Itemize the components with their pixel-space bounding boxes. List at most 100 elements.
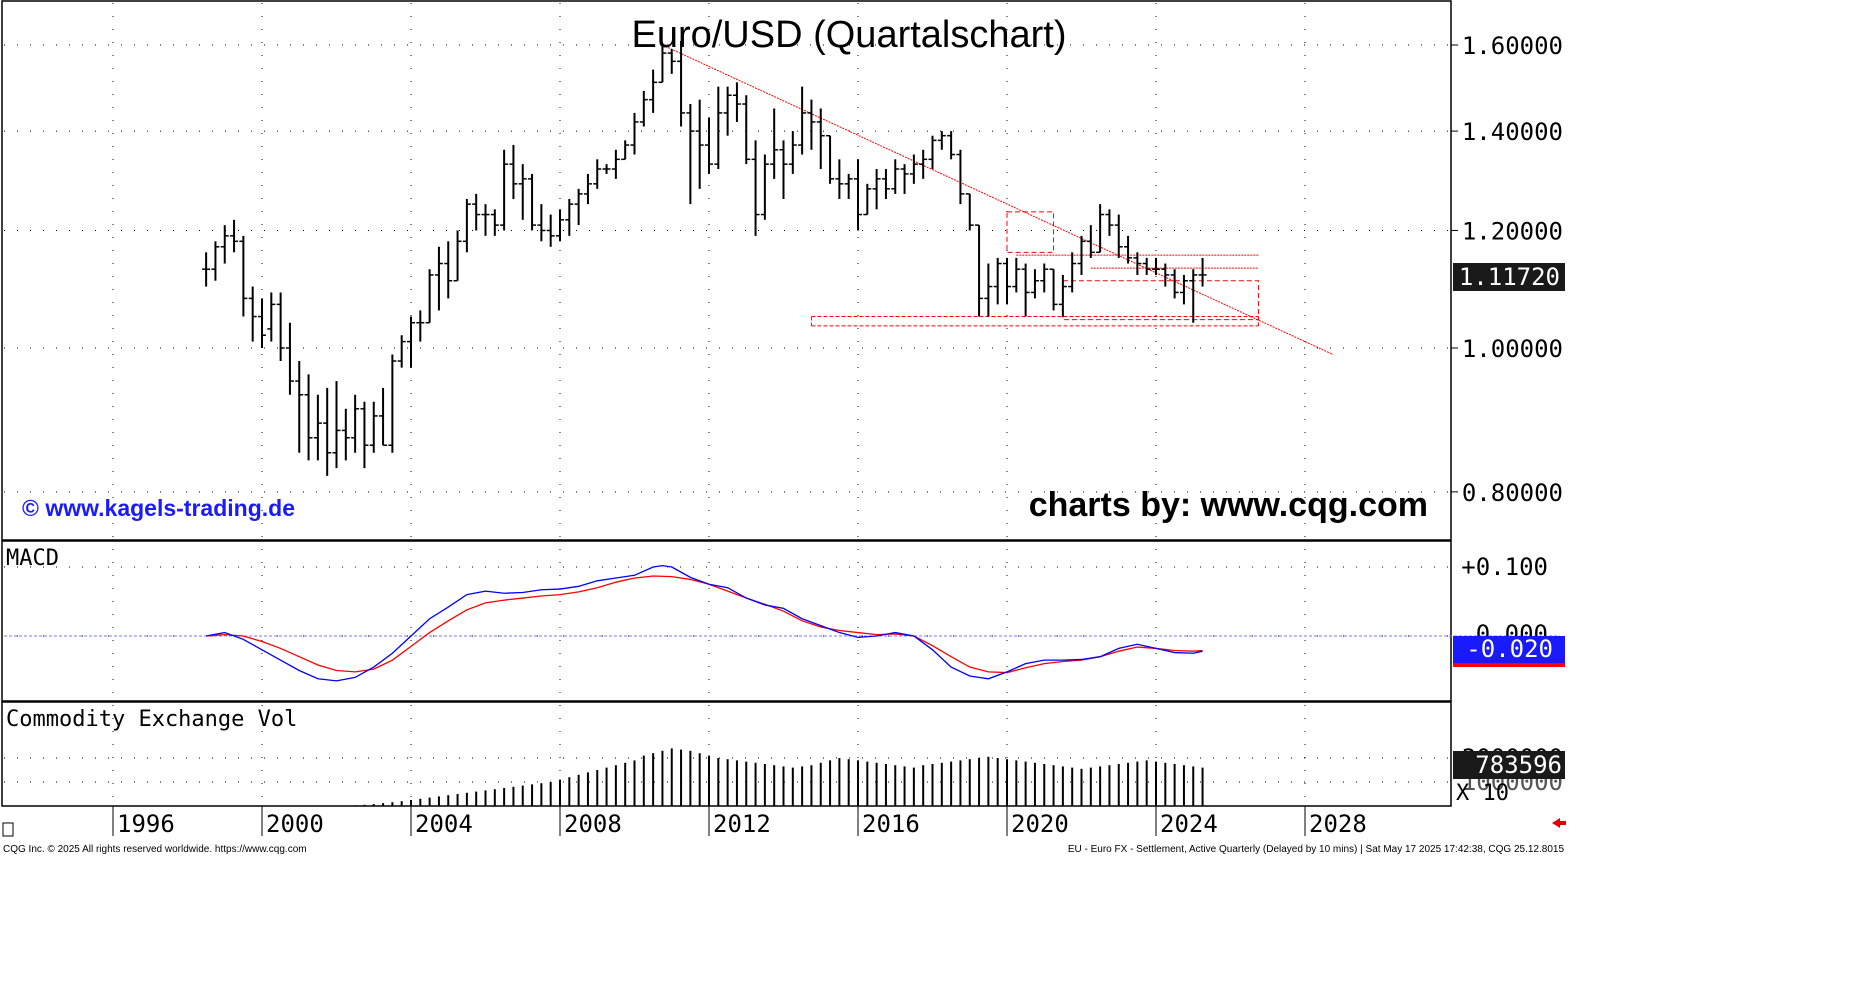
ohlc-bar: [1068, 252, 1077, 293]
price-tick-label: 1.60000: [1462, 32, 1563, 60]
ohlc-bar: [1133, 252, 1142, 275]
ohlc-bar: [267, 292, 276, 342]
volume-last-label: 783596: [1475, 751, 1562, 779]
ohlc-bar: [211, 241, 220, 281]
ohlc-bar: [434, 246, 443, 311]
ohlc-bar: [881, 169, 890, 200]
ohlc-bar: [332, 381, 341, 469]
watermark-left: © www.kagels-trading.de: [22, 495, 295, 521]
ohlc-bar: [854, 159, 862, 231]
price-panel-frame: [1, 0, 1452, 541]
ohlc-bar: [537, 204, 546, 242]
ohlc-bar: [304, 374, 313, 461]
price-tick-label: 1.40000: [1462, 118, 1563, 146]
x-tick-label: 2020: [1011, 810, 1069, 838]
footer-left: CQG Inc. © 2025 All rights reserved worl…: [3, 844, 307, 855]
ohlc-bar: [844, 173, 853, 200]
x-tick-label: 1996: [117, 810, 175, 838]
ohlc-bar: [462, 199, 471, 253]
ohlc-bar: [770, 108, 779, 179]
ohlc-bar: [276, 292, 285, 362]
ohlc-bar: [732, 82, 741, 122]
ohlc-bar: [285, 322, 294, 395]
ohlc-bar: [798, 86, 807, 155]
ohlc-bar: [528, 173, 537, 231]
ohlc-bar: [313, 394, 322, 461]
ohlc-bar: [220, 225, 229, 264]
volume-last-box: [1453, 751, 1565, 779]
ohlc-bar: [481, 204, 490, 236]
volume-bars: [214, 748, 1204, 806]
chart-canvas: 1996 2000 2004 2008 2012 2016 2020 2024 2028 1.60…: [1, 0, 1566, 855]
ohlc-bar: [1142, 257, 1151, 275]
ohlc-bar: [788, 131, 797, 174]
ohlc-bar: [742, 95, 751, 165]
macd-last-box: [1453, 636, 1565, 663]
footer-right: EU - Euro FX - Settlement, Active Quarte…: [1068, 844, 1565, 855]
macd-signal-box: [1453, 663, 1565, 667]
ohlc-bar: [341, 408, 350, 461]
ohlc-bar: [677, 40, 686, 127]
ohlc-bar: [248, 286, 257, 342]
ohlc-bar: [1161, 263, 1170, 287]
ohlc-bar: [658, 45, 667, 84]
ohlc-bar: [705, 117, 713, 174]
ohlc-bar: [723, 86, 732, 136]
ohlc-bar: [1198, 257, 1207, 287]
ohlc-bar: [351, 394, 360, 453]
ohlc-bar: [1086, 225, 1095, 258]
ohlc-bar: [1124, 235, 1133, 264]
x-tick-label: 2000: [266, 810, 324, 838]
ohlc-bar: [984, 263, 993, 317]
ohlc-bar: [649, 69, 658, 113]
ohlc-bar: [593, 159, 602, 189]
ohlc-bar: [509, 145, 518, 200]
scroll-left-arrow-icon[interactable]: [1552, 818, 1566, 828]
ohlc-bar: [975, 224, 984, 317]
ohlc-bar: [574, 188, 583, 226]
ohlc-bar: [863, 183, 872, 216]
x-tick-label: 2008: [564, 810, 622, 838]
ohlc-bar: [928, 135, 937, 170]
ohlc-bar: [602, 164, 611, 174]
ohlc-bar: [900, 164, 909, 194]
ohlc-bar: [379, 387, 388, 446]
x-tick-label: 2004: [415, 810, 473, 838]
ohlc-bar: [518, 164, 527, 220]
ohlc-bar: [639, 90, 648, 127]
ohlc-bar: [1040, 263, 1049, 293]
ohlc-bar: [779, 140, 788, 200]
ohlc-bar: [490, 209, 499, 236]
ohlc-bar: [993, 257, 1002, 305]
ohlc-bar: [388, 354, 397, 453]
ohlc-bar: [323, 387, 332, 476]
ohlc-bar: [500, 149, 509, 231]
ohlc-bar: [956, 149, 965, 205]
corner-box: [2, 822, 14, 837]
ohlc-bar: [751, 140, 760, 236]
ohlc-bar: [1049, 268, 1058, 311]
box-2021: [1006, 211, 1055, 253]
macd-line: [206, 564, 1203, 682]
price-last-label: 1.11720: [1459, 263, 1560, 291]
ohlc-bar: [835, 159, 844, 200]
ohlc-bar: [937, 131, 946, 150]
ohlc-bar: [891, 159, 900, 194]
ohlc-bar: [760, 154, 769, 220]
ohlc-bar: [1058, 274, 1067, 317]
ohlc-bar: [583, 173, 592, 205]
x-tick-label: 2028: [1309, 810, 1367, 838]
ohlc-bar: [909, 154, 918, 184]
ohlc-bar: [621, 140, 630, 161]
ohlc-bar: [556, 209, 564, 242]
ohlc-bar: [239, 235, 248, 317]
ohlc-bar: [826, 134, 835, 184]
ohlc-bar: [369, 401, 378, 453]
x-tick-label: 2024: [1160, 810, 1218, 838]
macd-title: MACD: [6, 546, 59, 571]
ohlc-bar: [230, 219, 239, 253]
ohlc-bar: [407, 316, 415, 368]
ohlc-bar: [453, 230, 462, 282]
volume-title: Commodity Exchange Vol: [6, 707, 297, 732]
ohlc-bar: [1021, 263, 1030, 317]
